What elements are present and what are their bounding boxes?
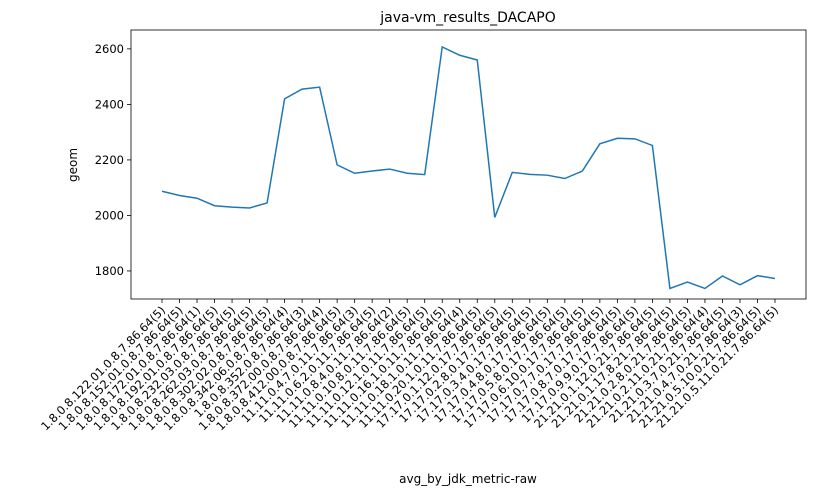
- y-axis-label: geom: [66, 148, 80, 182]
- y-tick-label: 2000: [95, 208, 124, 222]
- chart-title: java-vm_results_DACAPO: [379, 10, 556, 26]
- plot-frame: [130, 29, 807, 300]
- y-tick-label: 2200: [95, 153, 124, 167]
- y-tick-label: 1800: [95, 264, 124, 278]
- y-tick-label: 2600: [95, 42, 124, 56]
- x-axis-label: avg_by_jdk_metric-raw: [399, 472, 537, 486]
- line: [161, 45, 776, 290]
- y-tick-label: 2400: [95, 97, 124, 111]
